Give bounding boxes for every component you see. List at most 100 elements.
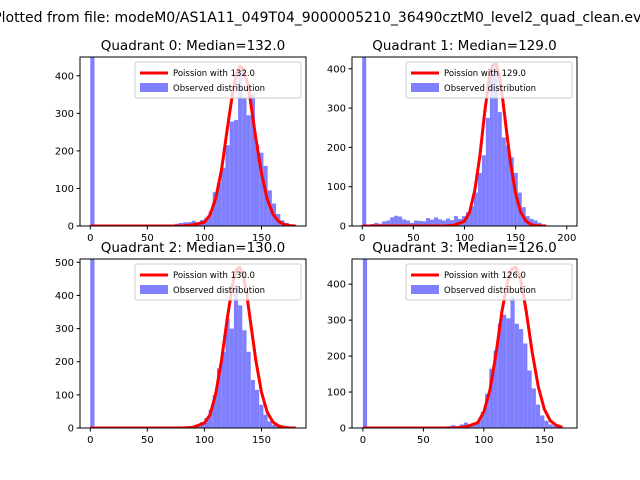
histogram-bar bbox=[485, 393, 490, 428]
histogram-bar bbox=[208, 211, 213, 226]
histogram-bar bbox=[531, 388, 536, 428]
histogram-bar bbox=[208, 409, 213, 428]
plot-area bbox=[362, 259, 563, 428]
plot-area bbox=[90, 57, 298, 226]
y-tick-label: 400 bbox=[55, 71, 74, 82]
histogram-bar bbox=[465, 212, 470, 226]
histogram-bar bbox=[242, 330, 247, 428]
histogram-bar bbox=[216, 368, 222, 428]
legend: Poission with 132.0 Observed distribution bbox=[134, 61, 302, 99]
x-tick-label: 50 bbox=[141, 233, 154, 244]
y-tick-label: 100 bbox=[55, 390, 74, 401]
legend-label-poisson: Poission with 132.0 bbox=[173, 69, 255, 79]
x-tick-label: 200 bbox=[557, 233, 576, 244]
histogram-bar bbox=[362, 259, 368, 428]
histogram-bar bbox=[263, 414, 268, 428]
histogram-bar bbox=[178, 222, 184, 226]
histogram-bar bbox=[430, 219, 435, 226]
histogram-bar bbox=[552, 425, 558, 428]
x-tick-label: 50 bbox=[141, 435, 154, 446]
legend-label-poisson: Poission with 126.0 bbox=[444, 271, 526, 281]
x-tick-label: 0 bbox=[360, 435, 366, 446]
legend-bar-swatch bbox=[140, 83, 168, 92]
y-tick-label: 300 bbox=[327, 316, 346, 327]
histogram-bar bbox=[410, 222, 415, 226]
legend-frame bbox=[405, 61, 573, 99]
histogram-bar bbox=[233, 285, 239, 428]
histogram-bar bbox=[221, 351, 226, 428]
y-tick-label: 0 bbox=[68, 222, 74, 233]
y-tick-label: 0 bbox=[340, 424, 346, 435]
figure-suptitle: Plotted from file: modeM0/AS1A11_049T04_… bbox=[0, 10, 640, 26]
y-tick-label: 200 bbox=[55, 146, 74, 157]
y-tick-label: 100 bbox=[55, 184, 74, 195]
legend-frame bbox=[405, 263, 573, 301]
histogram-bar bbox=[204, 418, 209, 428]
histogram-bar bbox=[271, 424, 277, 428]
x-tick-label: 0 bbox=[359, 233, 365, 244]
histogram-bar bbox=[434, 217, 439, 226]
histogram-bar bbox=[414, 220, 419, 226]
histogram-bar bbox=[362, 57, 367, 226]
legend-label-observed: Observed distribution bbox=[444, 286, 536, 296]
histogram-bar bbox=[216, 182, 222, 226]
axes-title: Quadrant 1: Median=129.0 bbox=[372, 38, 556, 54]
histogram-bar bbox=[485, 117, 490, 226]
histogram-bar bbox=[540, 415, 545, 428]
x-tick-label: 0 bbox=[87, 435, 93, 446]
legend: Poission with 129.0 Observed distribution bbox=[405, 61, 573, 99]
histogram-bar bbox=[238, 70, 243, 226]
histogram-bar bbox=[229, 121, 234, 226]
histogram-bar bbox=[535, 404, 541, 428]
legend-label-observed: Observed distribution bbox=[444, 84, 536, 94]
y-tick-label: 500 bbox=[55, 258, 74, 269]
histogram-bar bbox=[398, 216, 403, 226]
histogram-bar bbox=[529, 218, 534, 226]
histogram-bar bbox=[406, 220, 411, 226]
legend-label-observed: Observed distribution bbox=[173, 84, 265, 94]
histogram-bar bbox=[390, 217, 395, 226]
x-tick-label: 150 bbox=[535, 435, 554, 446]
y-tick-label: 400 bbox=[55, 291, 74, 302]
x-tick-label: 100 bbox=[474, 435, 493, 446]
quadrant-2-chart: 0 50 100 150 0 100 200 300 400 500 Quadrant 2: Med… bbox=[55, 240, 307, 446]
histogram-bar bbox=[225, 318, 230, 428]
legend-frame bbox=[134, 263, 302, 301]
x-tick-label: 0 bbox=[87, 233, 93, 244]
axes-frame bbox=[79, 258, 307, 429]
histogram-bar bbox=[477, 172, 482, 226]
plot-area bbox=[362, 57, 547, 226]
x-tick-label: 150 bbox=[506, 233, 525, 244]
legend-bar-swatch bbox=[411, 83, 439, 92]
histogram-bar bbox=[473, 192, 478, 226]
histogram-bar bbox=[382, 221, 387, 226]
histogram-bar bbox=[225, 145, 230, 226]
y-tick-label: 200 bbox=[327, 352, 346, 363]
histogram-bar bbox=[374, 222, 379, 226]
histogram-bar bbox=[402, 219, 407, 226]
histogram-bar bbox=[523, 343, 528, 428]
quadrant-3-chart: 0 50 100 150 0 100 200 300 400 Quadrant 3: Median… bbox=[327, 240, 578, 446]
x-tick-label: 150 bbox=[252, 435, 271, 446]
x-tick-label: 100 bbox=[195, 435, 214, 446]
legend-frame bbox=[134, 61, 302, 99]
histogram-bar bbox=[514, 323, 519, 428]
histogram-bar bbox=[493, 66, 498, 226]
histogram-bar bbox=[212, 192, 217, 226]
y-tick-label: 0 bbox=[340, 222, 346, 233]
histogram-bar bbox=[497, 323, 502, 428]
histogram-bar bbox=[212, 394, 217, 428]
axes-title: Quadrant 3: Median=126.0 bbox=[372, 240, 556, 256]
histogram-bar bbox=[221, 167, 226, 226]
histogram-bar bbox=[449, 220, 454, 226]
y-tick-label: 100 bbox=[327, 182, 346, 193]
histogram-bar bbox=[426, 218, 431, 226]
x-tick-label: 150 bbox=[252, 233, 271, 244]
legend-label-poisson: Poission with 130.0 bbox=[173, 271, 255, 281]
histogram-bar bbox=[544, 420, 549, 428]
histogram-bar bbox=[506, 318, 511, 428]
axes-title: Quadrant 2: Median=130.0 bbox=[101, 240, 285, 256]
histogram-bar bbox=[533, 220, 538, 226]
histogram-bar bbox=[502, 314, 507, 428]
histogram-bar bbox=[233, 120, 239, 226]
